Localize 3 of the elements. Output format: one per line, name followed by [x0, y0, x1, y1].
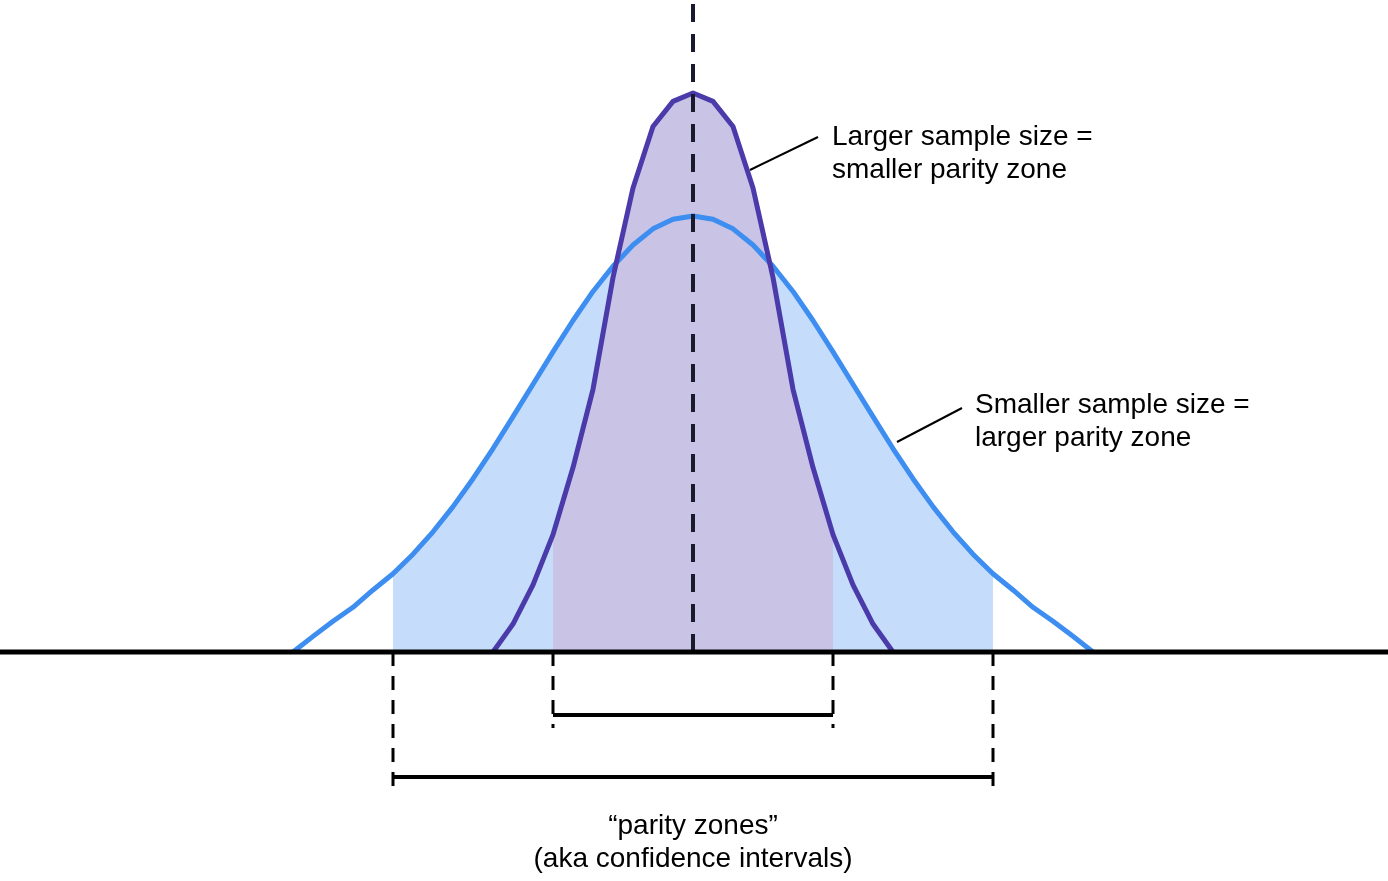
- annotation: Smaller sample size = larger parity zone: [975, 388, 1250, 452]
- annotation: Larger sample size = smaller parity zone: [832, 120, 1093, 184]
- text: “parity zones” (aka confidence intervals): [533, 809, 853, 873]
